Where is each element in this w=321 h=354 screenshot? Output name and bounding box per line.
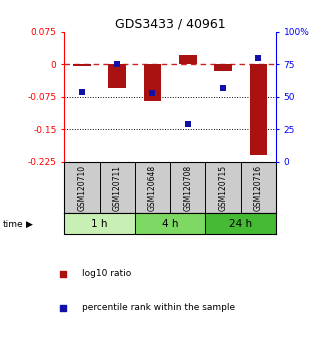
Text: GSM120708: GSM120708 — [183, 165, 192, 211]
Point — [79, 89, 84, 95]
Bar — [108, 64, 126, 88]
Text: time: time — [3, 220, 24, 229]
Point — [115, 62, 120, 67]
Bar — [73, 64, 91, 67]
Text: 4 h: 4 h — [162, 218, 178, 229]
Text: log10 ratio: log10 ratio — [82, 269, 131, 279]
Bar — [214, 64, 232, 71]
Text: ▶: ▶ — [26, 220, 33, 229]
Text: GSM120711: GSM120711 — [113, 165, 122, 211]
Point — [150, 90, 155, 96]
Text: percentile rank within the sample: percentile rank within the sample — [82, 303, 235, 313]
Text: 24 h: 24 h — [229, 218, 252, 229]
Title: GDS3433 / 40961: GDS3433 / 40961 — [115, 18, 225, 31]
Bar — [143, 64, 161, 101]
Text: GSM120648: GSM120648 — [148, 165, 157, 211]
Point — [221, 85, 226, 91]
Point — [185, 121, 190, 127]
Text: 1 h: 1 h — [91, 218, 108, 229]
Point — [256, 55, 261, 61]
Bar — [179, 55, 196, 64]
Text: GSM120716: GSM120716 — [254, 165, 263, 211]
Text: GSM120710: GSM120710 — [77, 165, 86, 211]
Bar — [249, 64, 267, 155]
Text: GSM120715: GSM120715 — [219, 165, 228, 211]
